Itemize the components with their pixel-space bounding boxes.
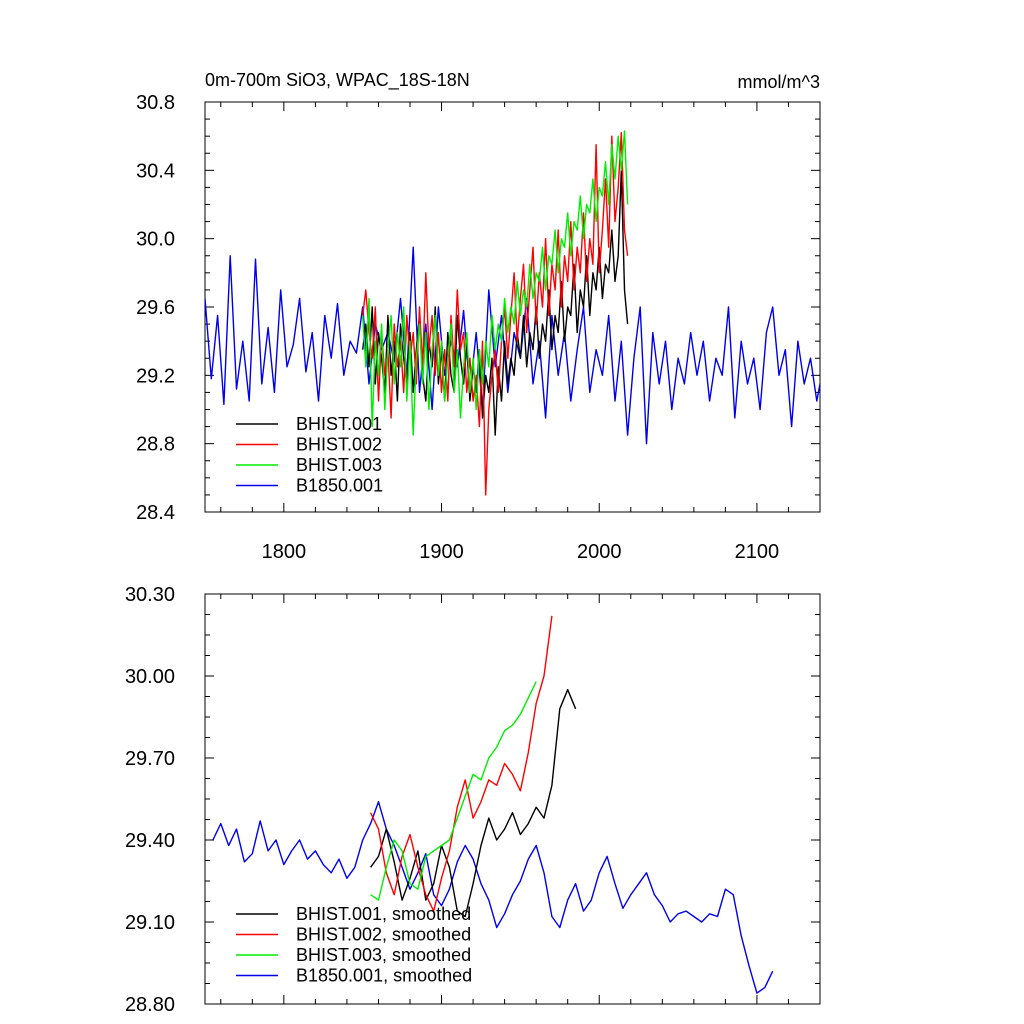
bottom-panel-smoothed: 28.80 29.10 29.40 29.70 30.00 30.30 BHIST.001,… (125, 584, 821, 1016)
units-label: mmol/m^3 (738, 72, 820, 92)
x-tick-label: 1800 (262, 541, 307, 563)
top-panel-timeseries: 28.4 28.8 29.2 29.6 30.0 30.4 30.8 1800 1900 2000… (136, 70, 821, 563)
x-tick-label: 2100 (735, 541, 780, 563)
legend-label: BHIST.003, smoothed (296, 945, 471, 965)
series-line-bhist-002 (369, 615, 553, 912)
x-tick-label: 1900 (419, 541, 464, 563)
legend-label: B1850.001 (296, 476, 383, 496)
series-line-b1850-001 (205, 246, 820, 445)
series-line-bhist-001 (362, 169, 629, 436)
legend-label: BHIST.001, smoothed (296, 904, 471, 924)
series-line-bhist-003 (362, 130, 629, 436)
y-tick-label: 30.30 (125, 584, 175, 606)
legend-label: B1850.001, smoothed (296, 966, 472, 986)
y-tick-label: 28.4 (136, 502, 175, 524)
y-tick-label: 28.80 (125, 994, 175, 1016)
y-tick-label: 29.2 (136, 365, 175, 387)
series-group (212, 615, 774, 994)
series-line-bhist-003 (370, 681, 537, 901)
y-tick-label: 29.10 (125, 912, 175, 934)
series-line-bhist-001 (370, 689, 577, 918)
chart-title: 0m-700m SiO3, WPAC_18S-18N (205, 70, 470, 91)
y-tick-label: 30.8 (136, 92, 175, 114)
y-tick-label: 29.6 (136, 297, 175, 319)
y-tick-label: 30.4 (136, 160, 175, 182)
legend-label: BHIST.003 (296, 455, 382, 475)
y-tick-label: 29.70 (125, 748, 175, 770)
series-line-b1850-001 (212, 801, 774, 994)
x-tick-label: 2000 (577, 541, 622, 563)
legend-label: BHIST.001 (296, 414, 382, 434)
y-tick-label: 30.0 (136, 229, 175, 251)
legend-label: BHIST.002, smoothed (296, 925, 471, 945)
y-tick-label: 30.00 (125, 666, 175, 688)
y-tick-label: 28.8 (136, 434, 175, 456)
legend-label: BHIST.002 (296, 435, 382, 455)
y-tick-label: 29.40 (125, 830, 175, 852)
series-group (205, 130, 820, 496)
